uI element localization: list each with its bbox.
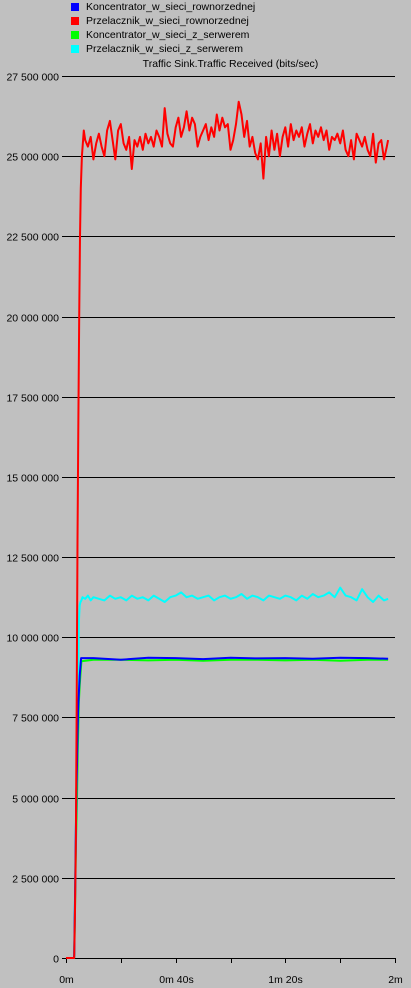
legend-swatch: [71, 45, 79, 53]
x-tick-label: 1m 20s: [268, 974, 302, 986]
legend-swatch: [71, 17, 79, 25]
y-tick-label: 17 500 000: [6, 393, 59, 405]
y-tick-label: 22 500 000: [6, 232, 59, 244]
series-line-4: [66, 100, 390, 959]
y-tick-label: 10 000 000: [6, 633, 59, 645]
legend-item-przelacznik-rownorzednej: Przelacznik_w_sieci_rownorzednej: [0, 15, 411, 29]
legend-swatch: [71, 3, 79, 11]
series-line-2: [66, 586, 389, 959]
legend-label: Koncentrator_w_sieci_z_serwerem: [86, 29, 250, 41]
legend-label: Przelacznik_w_sieci_z_serwerem: [86, 43, 243, 55]
series-line-1: [66, 658, 389, 959]
y-tick-label: 27 500 000: [6, 72, 59, 84]
legend-item-przelacznik-serwerem: Przelacznik_w_sieci_z_serwerem: [0, 43, 411, 57]
x-tick-label: 0m 40s: [159, 974, 193, 986]
x-tick-label: 0m: [59, 974, 74, 986]
chart-title: Traffic Sink.Traffic Received (bits/sec): [142, 58, 319, 70]
y-tick-label: 15 000 000: [6, 473, 59, 485]
y-tick-label: 5 000 000: [12, 794, 59, 806]
x-tick-label: 2m: [388, 974, 403, 986]
y-tick-label: 7 500 000: [12, 713, 59, 725]
y-tick-label: 20 000 000: [6, 313, 59, 325]
legend-swatch: [71, 31, 79, 39]
y-tick-label: 0: [53, 954, 59, 966]
y-tick-label: 12 500 000: [6, 553, 59, 565]
legend-item-koncentrator-rownorzednej: Koncentrator_w_sieci_rownorzednej: [0, 1, 411, 15]
legend-item-koncentrator-serwerem: Koncentrator_w_sieci_z_serwerem: [0, 29, 411, 43]
y-tick-label: 2 500 000: [12, 874, 59, 886]
y-tick-label: 25 000 000: [6, 152, 59, 164]
legend-label: Przelacznik_w_sieci_rownorzednej: [86, 15, 249, 27]
legend-label: Koncentrator_w_sieci_rownorzednej: [86, 1, 256, 13]
series-line-3: [66, 656, 389, 959]
